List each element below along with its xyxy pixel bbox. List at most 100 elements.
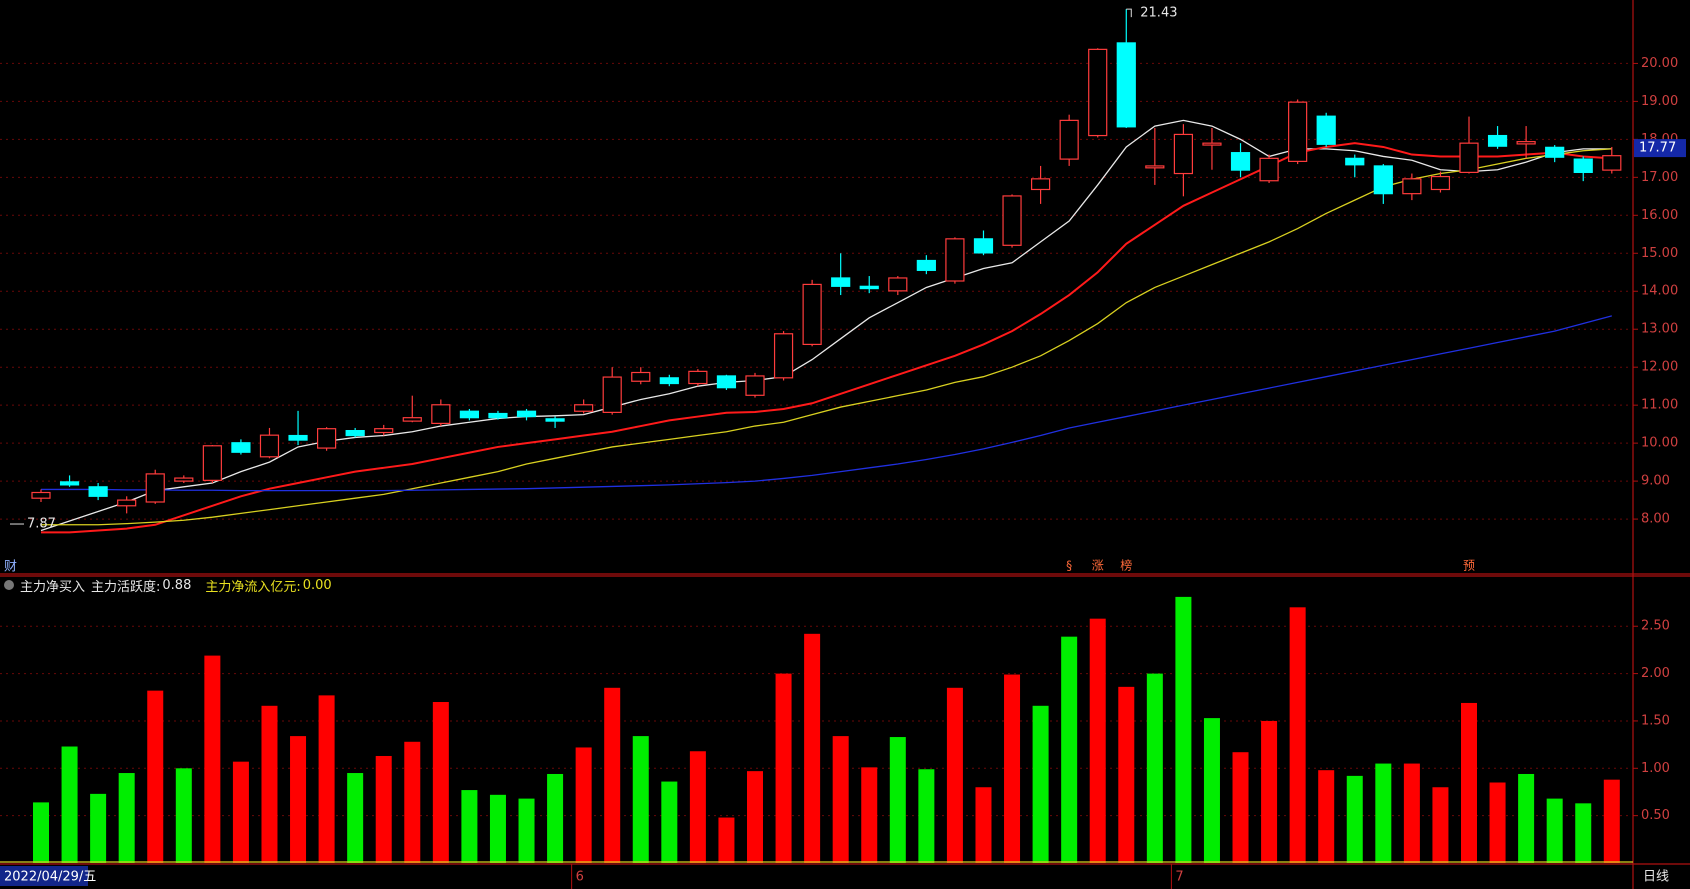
bar: [489, 794, 506, 863]
candle-body: [802, 283, 822, 346]
candle-body: [574, 404, 594, 412]
bar: [1261, 720, 1278, 863]
bar: [604, 687, 621, 863]
activity-value: 0.88: [162, 577, 192, 593]
candle-body: [688, 370, 708, 385]
candle-body: [1116, 42, 1136, 128]
bar: [1461, 702, 1477, 863]
y-tick-label: 17.00: [1641, 170, 1678, 185]
bar: [1432, 787, 1449, 863]
y-tick-label: 1.00: [1641, 761, 1670, 776]
event-label: 榜: [1120, 558, 1132, 573]
y-tick-label: 19.00: [1641, 94, 1678, 109]
bar: [832, 736, 849, 863]
candle-body: [602, 376, 622, 413]
candle-body: [1516, 141, 1536, 145]
period-label: 日线: [1643, 870, 1669, 885]
bar: [1061, 636, 1078, 863]
candle-body: [88, 486, 108, 497]
bar: [1175, 596, 1192, 863]
bar: [90, 793, 107, 863]
candle-body: [1545, 146, 1565, 158]
x-tick-label: 6: [576, 870, 584, 885]
candle-body: [374, 428, 394, 434]
candle-body: [145, 473, 165, 503]
candle-body: [631, 371, 651, 382]
y-tick-label: 0.50: [1641, 808, 1670, 823]
low-label: 7.87: [27, 517, 56, 532]
bar: [204, 655, 221, 863]
event-label: 预: [1463, 559, 1475, 573]
inflow-label: 主力净流入亿元:: [205, 579, 301, 595]
candle-body: [1487, 134, 1508, 147]
bar: [1118, 686, 1135, 863]
bar: [232, 761, 249, 863]
candle-body: [1573, 158, 1593, 173]
candle-body: [1145, 165, 1165, 169]
candle-body: [945, 238, 965, 282]
candle-body: [1345, 157, 1365, 166]
bar: [1403, 763, 1420, 863]
candle-body: [117, 499, 137, 507]
bar: [290, 736, 307, 863]
bar: [347, 773, 364, 863]
candle-body: [317, 428, 337, 449]
candle-body: [888, 277, 908, 292]
indicator-title: 主力净买入: [20, 579, 86, 595]
candle-body: [1430, 175, 1451, 191]
bar: [518, 798, 535, 863]
candle-body: [516, 410, 537, 418]
bar: [861, 767, 878, 863]
bar: [1489, 782, 1506, 863]
bar: [33, 802, 49, 863]
bar: [1089, 618, 1106, 863]
candle-body: [488, 412, 508, 419]
bar: [889, 737, 906, 863]
bar: [1575, 803, 1592, 863]
bar: [804, 633, 821, 863]
y-tick-label: 12.00: [1641, 360, 1678, 375]
candle-body: [1059, 119, 1079, 160]
candle-body: [288, 434, 308, 441]
candle-body: [345, 430, 365, 437]
y-tick-label: 11.00: [1641, 398, 1678, 413]
bar: [261, 705, 278, 863]
y-tick-label: 2.50: [1641, 619, 1670, 634]
candle-body: [545, 418, 565, 422]
high-marker: [1126, 8, 1132, 18]
candle-body: [1002, 195, 1022, 246]
bar: [661, 781, 678, 863]
bar: [318, 695, 335, 863]
inflow-value: 0.00: [302, 577, 332, 593]
bar: [461, 790, 478, 863]
candle-body: [716, 375, 737, 389]
activity-label: 主力活跃度:: [91, 579, 161, 595]
bar: [1375, 763, 1392, 863]
side-label: 财: [4, 560, 17, 575]
candle-body: [1259, 157, 1279, 182]
y-tick-label: 9.00: [1641, 474, 1670, 489]
candle-body: [1602, 155, 1622, 171]
candle-body: [1288, 101, 1308, 162]
candle-body: [231, 442, 251, 453]
candle-body: [1459, 142, 1479, 173]
y-tick-label: 14.00: [1641, 284, 1678, 299]
event-label: §: [1066, 559, 1072, 573]
volume-header: 主力净买入 主力活跃度: 0.88 主力净流入亿元: 0.00: [4, 575, 332, 595]
candle-body: [1373, 165, 1393, 195]
bar: [547, 773, 564, 863]
indicator-icon[interactable]: [4, 580, 14, 590]
candle-body: [59, 481, 80, 486]
bar: [1203, 718, 1220, 863]
bar: [975, 787, 992, 863]
candle-body: [973, 238, 994, 254]
moving-average-line: [41, 315, 1612, 492]
y-tick-label: 20.00: [1641, 56, 1678, 71]
bar: [175, 768, 192, 863]
y-tick-label: 8.00: [1641, 512, 1670, 527]
y-tick-label: 16.00: [1641, 208, 1678, 223]
candle-body: [31, 491, 51, 499]
bar: [918, 769, 935, 863]
